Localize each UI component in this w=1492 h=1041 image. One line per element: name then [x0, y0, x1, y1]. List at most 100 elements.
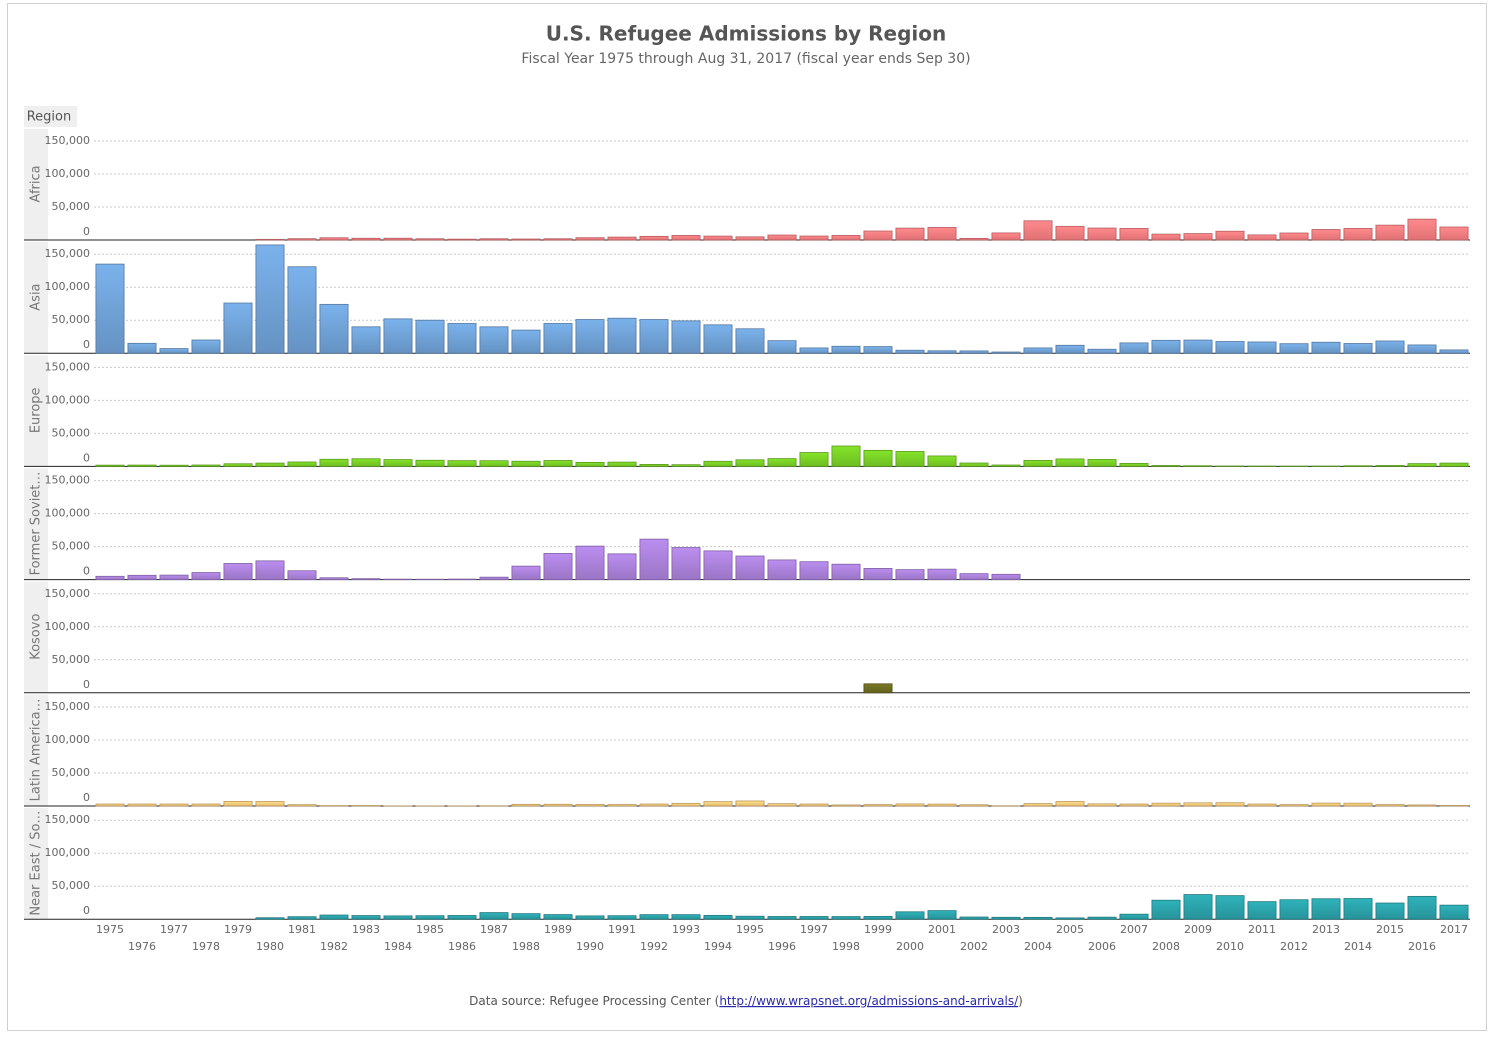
bar — [832, 446, 860, 466]
bar — [1344, 803, 1372, 806]
x-tick-label: 1979 — [224, 923, 252, 936]
bar — [480, 239, 508, 240]
bar — [512, 330, 540, 353]
bar — [896, 228, 924, 240]
bar — [896, 451, 924, 466]
x-tick-label: 2003 — [992, 923, 1020, 936]
x-tick-label: 2016 — [1408, 940, 1436, 953]
bar — [544, 804, 572, 806]
bar — [288, 571, 316, 580]
bar — [1408, 896, 1436, 919]
bar — [1184, 340, 1212, 353]
bar — [256, 239, 284, 240]
bar — [608, 916, 636, 919]
bar — [800, 236, 828, 240]
bar — [1376, 225, 1404, 240]
bar — [544, 239, 572, 240]
bar — [768, 235, 796, 240]
facet-header: Region — [27, 110, 72, 125]
chart-title: U.S. Refugee Admissions by Region — [546, 22, 947, 46]
x-tick-label: 1987 — [480, 923, 508, 936]
y-tick-label: 150,000 — [45, 474, 91, 487]
bar — [992, 352, 1020, 353]
facet-label: Kosovo — [29, 614, 44, 660]
bar — [1088, 459, 1116, 466]
bar — [416, 460, 444, 466]
y-tick-label: 0 — [83, 225, 90, 238]
bar — [1440, 905, 1468, 919]
bar — [384, 238, 412, 240]
bar — [192, 340, 220, 353]
bar — [256, 802, 284, 806]
bar — [192, 573, 220, 580]
bar — [736, 460, 764, 467]
bar — [576, 238, 604, 240]
bar — [160, 575, 188, 579]
bar — [736, 801, 764, 806]
x-tick-label: 1994 — [704, 940, 732, 953]
bar — [960, 351, 988, 353]
x-tick-label: 2004 — [1024, 940, 1052, 953]
bar — [160, 465, 188, 466]
bar — [640, 539, 668, 579]
bar — [864, 347, 892, 354]
bar — [576, 320, 604, 354]
x-tick-label: 1984 — [384, 940, 412, 953]
chart-subtitle: Fiscal Year 1975 through Aug 31, 2017 (f… — [521, 51, 970, 67]
y-tick-label: 100,000 — [45, 167, 91, 180]
bar — [704, 325, 732, 353]
y-tick-label: 50,000 — [52, 879, 91, 892]
bar — [576, 546, 604, 579]
bar — [448, 916, 476, 920]
facet-label: Former Soviet… — [29, 472, 44, 576]
bar — [608, 462, 636, 466]
y-tick-label: 150,000 — [45, 360, 91, 373]
bar — [736, 556, 764, 580]
bar — [800, 348, 828, 353]
bar — [928, 911, 956, 920]
bar — [960, 917, 988, 919]
y-tick-label: 50,000 — [52, 200, 91, 213]
bar — [384, 319, 412, 353]
bar — [96, 465, 124, 466]
y-tick-label: 150,000 — [45, 700, 91, 713]
bar — [800, 562, 828, 580]
bar — [864, 684, 892, 693]
bar — [1344, 899, 1372, 920]
y-tick-label: 50,000 — [52, 540, 91, 553]
facet-label: Africa — [29, 165, 44, 202]
bar — [1120, 228, 1148, 240]
x-tick-label: 1995 — [736, 923, 764, 936]
bar — [480, 913, 508, 920]
bar — [1184, 803, 1212, 806]
bar — [864, 450, 892, 466]
bar — [576, 916, 604, 919]
bar — [608, 805, 636, 806]
frame — [8, 4, 1487, 1031]
bar — [640, 804, 668, 806]
bar — [672, 803, 700, 806]
bar — [1184, 895, 1212, 920]
x-tick-label: 2012 — [1280, 940, 1308, 953]
bar — [1376, 805, 1404, 806]
y-tick-label: 100,000 — [45, 846, 91, 859]
y-tick-label: 150,000 — [45, 134, 91, 147]
bar — [928, 456, 956, 466]
y-tick-label: 0 — [83, 791, 90, 804]
bar — [448, 239, 476, 240]
bar — [736, 916, 764, 919]
bar — [1440, 463, 1468, 466]
x-tick-label: 1990 — [576, 940, 604, 953]
x-tick-label: 2005 — [1056, 923, 1084, 936]
bar — [1152, 340, 1180, 353]
bar — [288, 462, 316, 466]
footer-link[interactable]: http://www.wrapsnet.org/admissions-and-a… — [719, 994, 1019, 1008]
bar — [288, 805, 316, 806]
bar — [1216, 231, 1244, 240]
bar — [928, 227, 956, 240]
bar — [1120, 343, 1148, 353]
bar — [1344, 343, 1372, 353]
x-tick-label: 1997 — [800, 923, 828, 936]
bar — [832, 805, 860, 806]
